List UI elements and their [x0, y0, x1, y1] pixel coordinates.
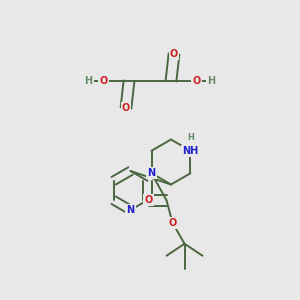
Text: O: O	[170, 49, 178, 59]
Text: O: O	[144, 195, 153, 205]
Text: O: O	[122, 103, 130, 113]
Text: N: N	[148, 168, 156, 178]
Text: H: H	[84, 76, 93, 86]
Text: O: O	[192, 76, 201, 86]
Text: NH: NH	[182, 146, 199, 156]
Text: O: O	[168, 218, 177, 228]
Text: O: O	[99, 76, 108, 86]
Text: N: N	[126, 205, 135, 215]
Text: H: H	[207, 76, 216, 86]
Text: H: H	[187, 133, 194, 142]
